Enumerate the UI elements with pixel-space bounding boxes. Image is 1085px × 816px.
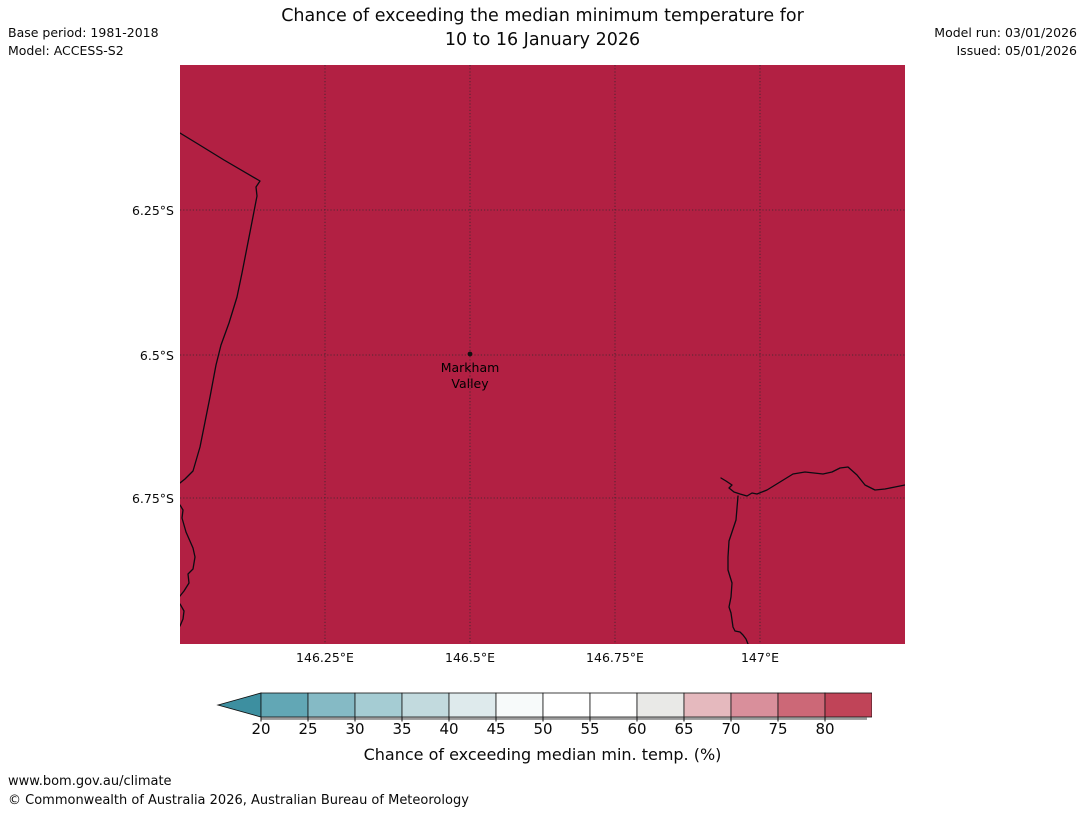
lat-label-6-25s: 6.25°S xyxy=(131,203,174,218)
marker-label: Markham Valley xyxy=(410,360,530,392)
colorbar-tick-label: 55 xyxy=(580,720,600,738)
model-info: Base period: 1981-2018 Model: ACCESS-S2 xyxy=(8,24,159,59)
page-title-line1: Chance of exceeding the median minimum t… xyxy=(281,6,804,26)
page-title: Chance of exceeding the median minimum t… xyxy=(180,5,905,52)
colorbar-label: Chance of exceeding median min. temp. (%… xyxy=(363,745,722,764)
colorbar-tick-label: 40 xyxy=(439,720,459,738)
lon-label-146-25e: 146.25°E xyxy=(296,650,354,665)
colorbar-tick-label: 45 xyxy=(486,720,506,738)
colorbar-tick-label: 70 xyxy=(721,720,741,738)
lon-label-146-5e: 146.5°E xyxy=(445,650,495,665)
colorbar-tick-label: 20 xyxy=(251,720,271,738)
marker-dot xyxy=(467,351,473,357)
grid-lines xyxy=(180,65,905,644)
colorbar-tick-label: 75 xyxy=(768,720,788,738)
page-title-line2: 10 to 16 January 2026 xyxy=(444,29,641,50)
copyright-text: © Commonwealth of Australia 2026, Austra… xyxy=(8,793,469,808)
colorbar-tick-label: 60 xyxy=(627,720,647,738)
colorbar-tick-label: 50 xyxy=(533,720,553,738)
model-run-text: Model run: 03/01/2026 xyxy=(934,25,1077,40)
marker-label-line2: Valley xyxy=(451,376,489,391)
map-canvas xyxy=(179,65,906,645)
website-url: www.bom.gov.au/climate xyxy=(8,774,172,789)
colorbar-tick-label: 65 xyxy=(674,720,694,738)
marker-label-line1: Markham xyxy=(440,360,500,375)
colorbar-tick-label: 80 xyxy=(815,720,835,738)
run-info: Model run: 03/01/2026 Issued: 05/01/2026 xyxy=(934,24,1077,59)
colorbar-tick-label: 35 xyxy=(392,720,412,738)
model-text: Model: ACCESS-S2 xyxy=(8,42,124,58)
lon-label-146-75e: 146.75°E xyxy=(586,650,644,665)
map-fill xyxy=(180,65,905,644)
colorbar-tick-label: 30 xyxy=(345,720,365,738)
lat-label-6-5s: 6.5°S xyxy=(139,348,174,363)
issued-text: Issued: 05/01/2026 xyxy=(956,42,1078,58)
coastline xyxy=(179,132,906,645)
colorbar-tick-label: 25 xyxy=(298,720,318,738)
lat-label-6-75s: 6.75°S xyxy=(131,491,174,506)
map-area: Markham Valley xyxy=(179,65,906,645)
colorbar xyxy=(216,692,872,722)
lon-label-147e: 147°E xyxy=(740,650,779,665)
base-period-text: Base period: 1981-2018 xyxy=(8,25,159,40)
